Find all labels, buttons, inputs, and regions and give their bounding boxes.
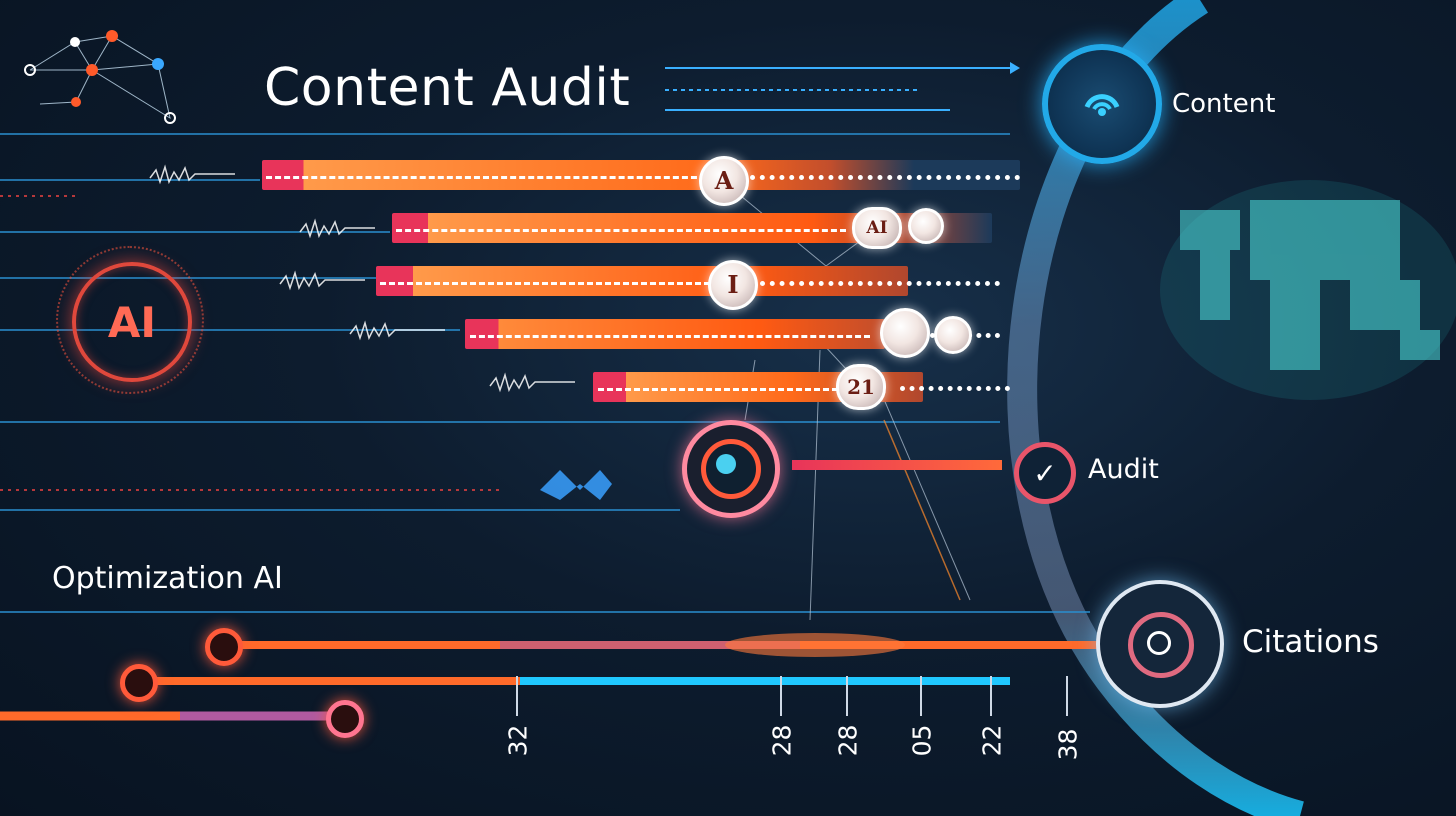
axis-tick xyxy=(516,676,518,716)
slider-knob-3[interactable] xyxy=(326,700,364,738)
focus-target-icon[interactable] xyxy=(682,420,780,518)
audit-bar-4 xyxy=(465,319,885,349)
network-nodes-icon xyxy=(29,35,171,120)
axis-tick-label: 05 xyxy=(907,724,937,757)
axis-tick-label: 22 xyxy=(977,724,1007,757)
ai-badge-label: AI xyxy=(107,297,157,347)
audit-progress-bar xyxy=(792,460,1002,470)
axis-tick-label: 28 xyxy=(767,724,797,757)
content-label: Content xyxy=(1172,89,1276,119)
axis-tick xyxy=(920,676,922,716)
signal-icon[interactable] xyxy=(1042,44,1162,164)
axis-tick-label: 28 xyxy=(833,724,863,757)
axis-tick xyxy=(846,676,848,716)
bar-node-plain-1[interactable] xyxy=(880,308,930,358)
bar-dots-5 xyxy=(900,386,1010,391)
citations-label: Citations xyxy=(1242,624,1379,660)
world-map-icon xyxy=(1180,200,1440,370)
slider-knob-1[interactable] xyxy=(205,628,243,666)
bar-node-21[interactable]: 21 xyxy=(836,364,886,410)
bar-dots-1 xyxy=(750,175,1020,180)
axis-tick xyxy=(990,676,992,716)
bar-node-plain-2[interactable] xyxy=(934,316,972,354)
bar-dash-4 xyxy=(470,335,870,338)
axis-tick-label: 32 xyxy=(503,724,533,757)
audit-label: Audit xyxy=(1088,454,1159,485)
axis-tick-label: 38 xyxy=(1053,728,1083,761)
check-icon[interactable]: ✓ xyxy=(1014,442,1076,504)
slider-knob-2[interactable] xyxy=(120,664,158,702)
bar-dash-1 xyxy=(266,176,706,179)
optimization-label: Optimization AI xyxy=(52,561,283,596)
axis-tick xyxy=(780,676,782,716)
bar-node-ai-handle[interactable] xyxy=(908,208,944,244)
bar-dash-3 xyxy=(380,282,710,285)
bar-node-i[interactable]: I xyxy=(708,260,758,310)
target-icon[interactable] xyxy=(1096,580,1224,708)
axis-tick xyxy=(1066,676,1068,716)
bar-dash-5 xyxy=(598,388,838,391)
bar-node-ai[interactable]: AI xyxy=(852,207,902,249)
audit-bar-2 xyxy=(392,213,992,243)
bar-dots-3 xyxy=(760,281,1000,286)
ai-badge: AI xyxy=(72,262,192,382)
page-title: Content Audit xyxy=(264,58,631,118)
ai-badge-ring xyxy=(56,246,204,394)
bar-node-a[interactable]: A xyxy=(699,156,749,206)
bar-dash-2 xyxy=(396,229,846,232)
